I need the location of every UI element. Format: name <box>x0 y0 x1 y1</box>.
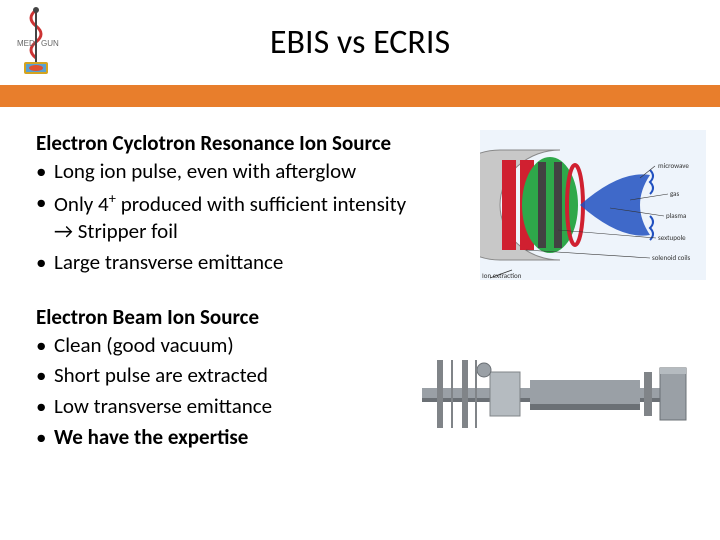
svg-text:Ion extraction: Ion extraction <box>482 271 522 280</box>
svg-text:sextupole: sextupole <box>658 233 686 242</box>
ebis-heading: Electron Beam Ion Source <box>36 304 700 330</box>
svg-text:solenoid coils: solenoid coils <box>652 253 691 262</box>
ecris-diagram: Ion extraction microwave gas plasma sext… <box>480 130 706 280</box>
svg-text:gas: gas <box>670 189 680 198</box>
content-area: Electron Cyclotron Resonance Ion Source … <box>36 130 700 479</box>
ebis-diagram <box>412 350 692 438</box>
page-title: EBIS vs ECRIS <box>0 22 720 63</box>
svg-text:plasma: plasma <box>666 211 686 220</box>
accent-bar <box>0 85 720 107</box>
svg-text:microwave: microwave <box>658 161 689 170</box>
